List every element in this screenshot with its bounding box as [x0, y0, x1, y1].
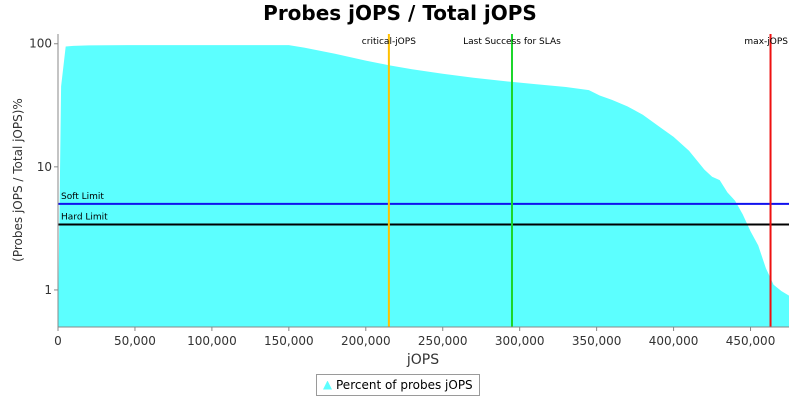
chart-title: Probes jOPS / Total jOPS	[263, 1, 537, 25]
x-tick-label-6: 300,000	[495, 334, 545, 348]
legend: Percent of probes jOPS	[316, 374, 480, 396]
x-tick-label-8: 400,000	[649, 334, 699, 348]
limit-label-0: Soft Limit	[61, 192, 104, 202]
marker-label-1: Last Success for SLAs	[463, 37, 561, 47]
y-axis-label: (Probes jOPS / Total jOPS)%	[11, 98, 25, 262]
x-tick-label-0: 0	[54, 334, 62, 348]
x-tick-label-5: 250,000	[418, 334, 468, 348]
legend-label: Percent of probes jOPS	[336, 378, 473, 392]
x-axis-label: jOPS	[406, 352, 439, 368]
x-tick-label-7: 350,000	[572, 334, 622, 348]
y-tick-label-2: 100	[29, 37, 52, 51]
area-series-0	[58, 45, 789, 327]
limit-label-1: Hard Limit	[61, 213, 108, 223]
x-tick-label-9: 450,000	[726, 334, 776, 348]
y-tick-label-0: 1	[44, 283, 52, 297]
marker-label-2: max-jOPS	[744, 37, 788, 47]
x-tick-label-3: 150,000	[264, 334, 314, 348]
x-tick-label-1: 50,000	[114, 334, 156, 348]
x-tick-label-2: 100,000	[187, 334, 237, 348]
legend-swatch	[323, 380, 332, 390]
x-tick-label-4: 200,000	[341, 334, 391, 348]
marker-label-0: critical-jOPS	[362, 37, 416, 47]
y-tick-label-1: 10	[37, 160, 52, 174]
